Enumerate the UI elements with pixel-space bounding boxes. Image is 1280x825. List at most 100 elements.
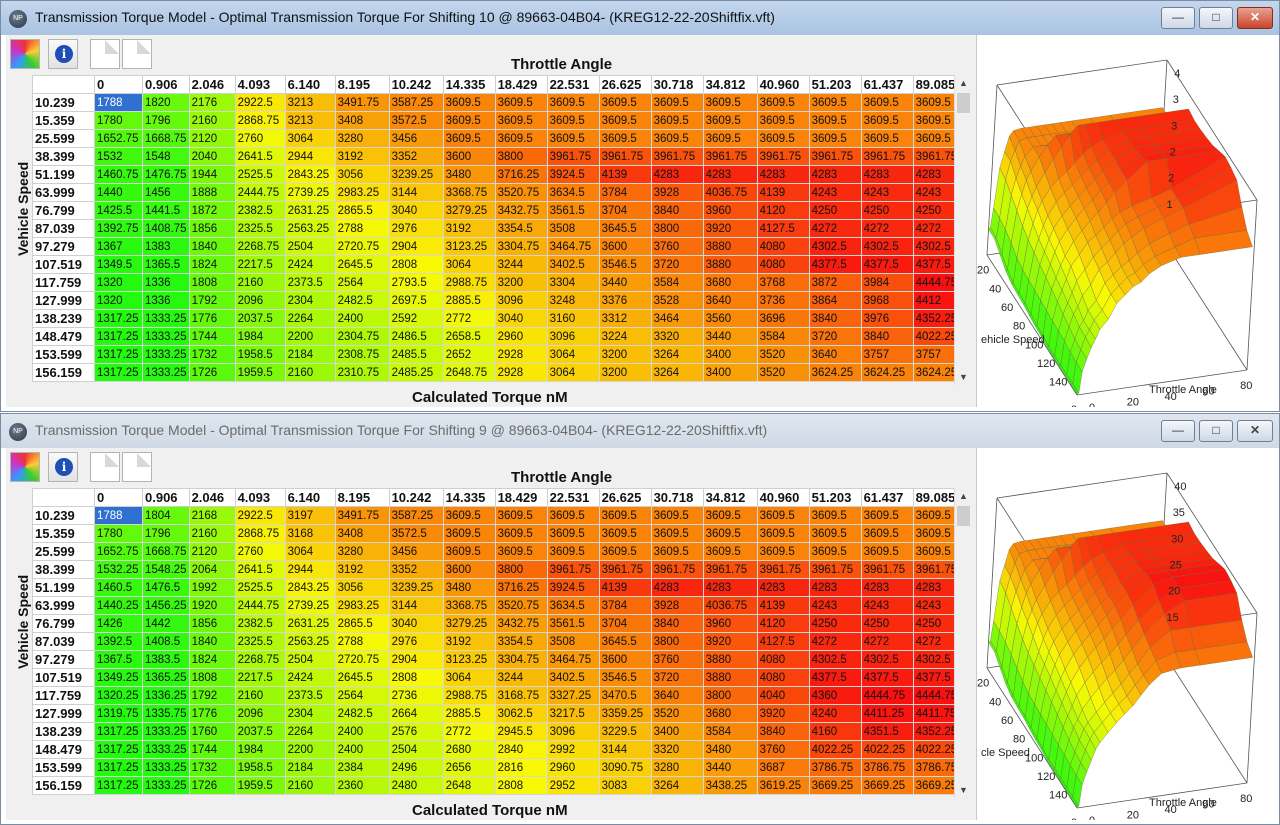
table-cell[interactable]: 3609.5: [598, 129, 652, 148]
table-cell[interactable]: 1317.25: [94, 740, 143, 759]
document-icon[interactable]: [122, 452, 152, 482]
table-cell[interactable]: 3312: [598, 309, 652, 328]
table-cell[interactable]: 2200: [284, 740, 336, 759]
table-cell[interactable]: 3354.5: [494, 632, 548, 651]
table-cell[interactable]: 2656: [442, 758, 496, 777]
table-cell[interactable]: 3584: [756, 327, 810, 346]
row-header[interactable]: 156.159: [32, 776, 95, 795]
table-cell[interactable]: 3280: [334, 129, 390, 148]
table-cell[interactable]: 3609.5: [702, 542, 758, 561]
table-cell[interactable]: 3352: [388, 560, 444, 579]
table-cell[interactable]: 3961.75: [650, 147, 704, 166]
table-cell[interactable]: 3609.5: [598, 524, 652, 543]
table-cell[interactable]: 3786.75: [808, 758, 862, 777]
table-cell[interactable]: 1652.75: [94, 129, 143, 148]
table-cell[interactable]: 3920: [702, 219, 758, 238]
table-cell[interactable]: 4272: [860, 632, 914, 651]
table-cell[interactable]: 3609.5: [494, 542, 548, 561]
table-cell[interactable]: 4283: [860, 578, 914, 597]
table-cell[interactable]: 1668.75: [142, 129, 190, 148]
table-cell[interactable]: 4283: [808, 165, 862, 184]
table-cell[interactable]: 2176: [188, 93, 236, 112]
table-cell[interactable]: 3528: [650, 291, 704, 310]
table-cell[interactable]: 4444.75: [860, 686, 914, 705]
table-cell[interactable]: 3464.75: [546, 237, 600, 256]
table-cell[interactable]: 4139: [756, 183, 810, 202]
row-header[interactable]: 138.239: [32, 722, 95, 741]
document-icon[interactable]: [90, 39, 120, 69]
table-cell[interactable]: 3609.5: [756, 111, 810, 130]
column-header[interactable]: 34.812: [702, 488, 758, 507]
table-cell[interactable]: 3704: [598, 201, 652, 220]
table-cell[interactable]: 3160: [546, 309, 600, 328]
table-cell[interactable]: 3768: [756, 273, 810, 292]
table-cell[interactable]: 3040: [388, 201, 444, 220]
table-cell[interactable]: 4250: [808, 201, 862, 220]
table-cell[interactable]: 1824: [188, 255, 236, 274]
table-cell[interactable]: 3609.5: [808, 111, 862, 130]
table-cell[interactable]: 1808: [188, 668, 236, 687]
column-header[interactable]: 6.140: [284, 75, 336, 94]
table-cell[interactable]: 4283: [860, 165, 914, 184]
table-cell[interactable]: 3520.75: [494, 183, 548, 202]
table-cell[interactable]: 1460.5: [94, 578, 143, 597]
row-header[interactable]: 76.799: [32, 614, 95, 633]
table-cell[interactable]: 1856: [188, 219, 236, 238]
table-cell[interactable]: 3609.5: [650, 93, 704, 112]
table-cell[interactable]: 1460.75: [94, 165, 143, 184]
table-cell[interactable]: 3716.25: [494, 578, 548, 597]
table-cell[interactable]: 1888: [188, 183, 236, 202]
table-cell[interactable]: 1441.5: [142, 201, 190, 220]
column-header[interactable]: 30.718: [650, 488, 704, 507]
table-cell[interactable]: 3561.5: [546, 201, 600, 220]
scroll-thumb[interactable]: [957, 506, 970, 526]
table-cell[interactable]: 1726: [188, 363, 236, 382]
table-cell[interactable]: 4377.5: [808, 255, 862, 274]
row-header[interactable]: 97.279: [32, 650, 95, 669]
info-button[interactable]: i: [48, 452, 78, 482]
table-cell[interactable]: 2424: [284, 255, 336, 274]
table-cell[interactable]: 2373.5: [284, 273, 336, 292]
table-cell[interactable]: 3359.25: [598, 704, 652, 723]
table-cell[interactable]: 2184: [284, 758, 336, 777]
table-cell[interactable]: 4080: [756, 650, 810, 669]
table-cell[interactable]: 3840: [860, 327, 914, 346]
table-cell[interactable]: 2096: [234, 704, 286, 723]
table-cell[interactable]: 3096: [494, 291, 548, 310]
table-cell[interactable]: 2885.5: [442, 704, 496, 723]
table-cell[interactable]: 1744: [188, 327, 236, 346]
table-cell[interactable]: 4139: [598, 165, 652, 184]
table-cell[interactable]: 1317.25: [94, 758, 143, 777]
table-cell[interactable]: 3680: [702, 704, 758, 723]
table-cell[interactable]: 3961.75: [598, 147, 652, 166]
table-cell[interactable]: 2983.25: [334, 183, 390, 202]
table-cell[interactable]: 2865.5: [334, 201, 390, 220]
table-cell[interactable]: 2988.75: [442, 273, 496, 292]
table-cell[interactable]: 1333.25: [142, 776, 190, 795]
table-cell[interactable]: 1840: [188, 237, 236, 256]
table-cell[interactable]: 3040: [494, 309, 548, 328]
table-cell[interactable]: 3280: [334, 542, 390, 561]
table-cell[interactable]: 1383.5: [142, 650, 190, 669]
column-header[interactable]: 10.242: [388, 488, 444, 507]
table-cell[interactable]: 2843.25: [284, 578, 336, 597]
table-cell[interactable]: 3192: [334, 147, 390, 166]
table-cell[interactable]: 3264: [650, 363, 704, 382]
table-cell[interactable]: 3432.75: [494, 201, 548, 220]
table-cell[interactable]: 1744: [188, 740, 236, 759]
row-header[interactable]: 25.599: [32, 129, 95, 148]
table-cell[interactable]: 3609.5: [546, 524, 600, 543]
row-header[interactable]: 63.999: [32, 596, 95, 615]
table-cell[interactable]: 3609.5: [912, 111, 966, 130]
table-cell[interactable]: 4351.5: [860, 722, 914, 741]
row-header[interactable]: 148.479: [32, 327, 95, 346]
table-cell[interactable]: 2648.75: [442, 363, 496, 382]
table-cell[interactable]: 4283: [702, 165, 758, 184]
table-cell[interactable]: 2808: [494, 776, 548, 795]
table-cell[interactable]: 4127.5: [756, 219, 810, 238]
column-header[interactable]: 40.960: [756, 488, 810, 507]
table-cell[interactable]: 3760: [650, 650, 704, 669]
torque-table[interactable]: 0 0.906 2.046 4.093 6.140 8.195 10.242 14.335 18…: [32, 488, 966, 795]
table-cell[interactable]: 1367.5: [94, 650, 143, 669]
table-cell[interactable]: 4283: [912, 165, 966, 184]
